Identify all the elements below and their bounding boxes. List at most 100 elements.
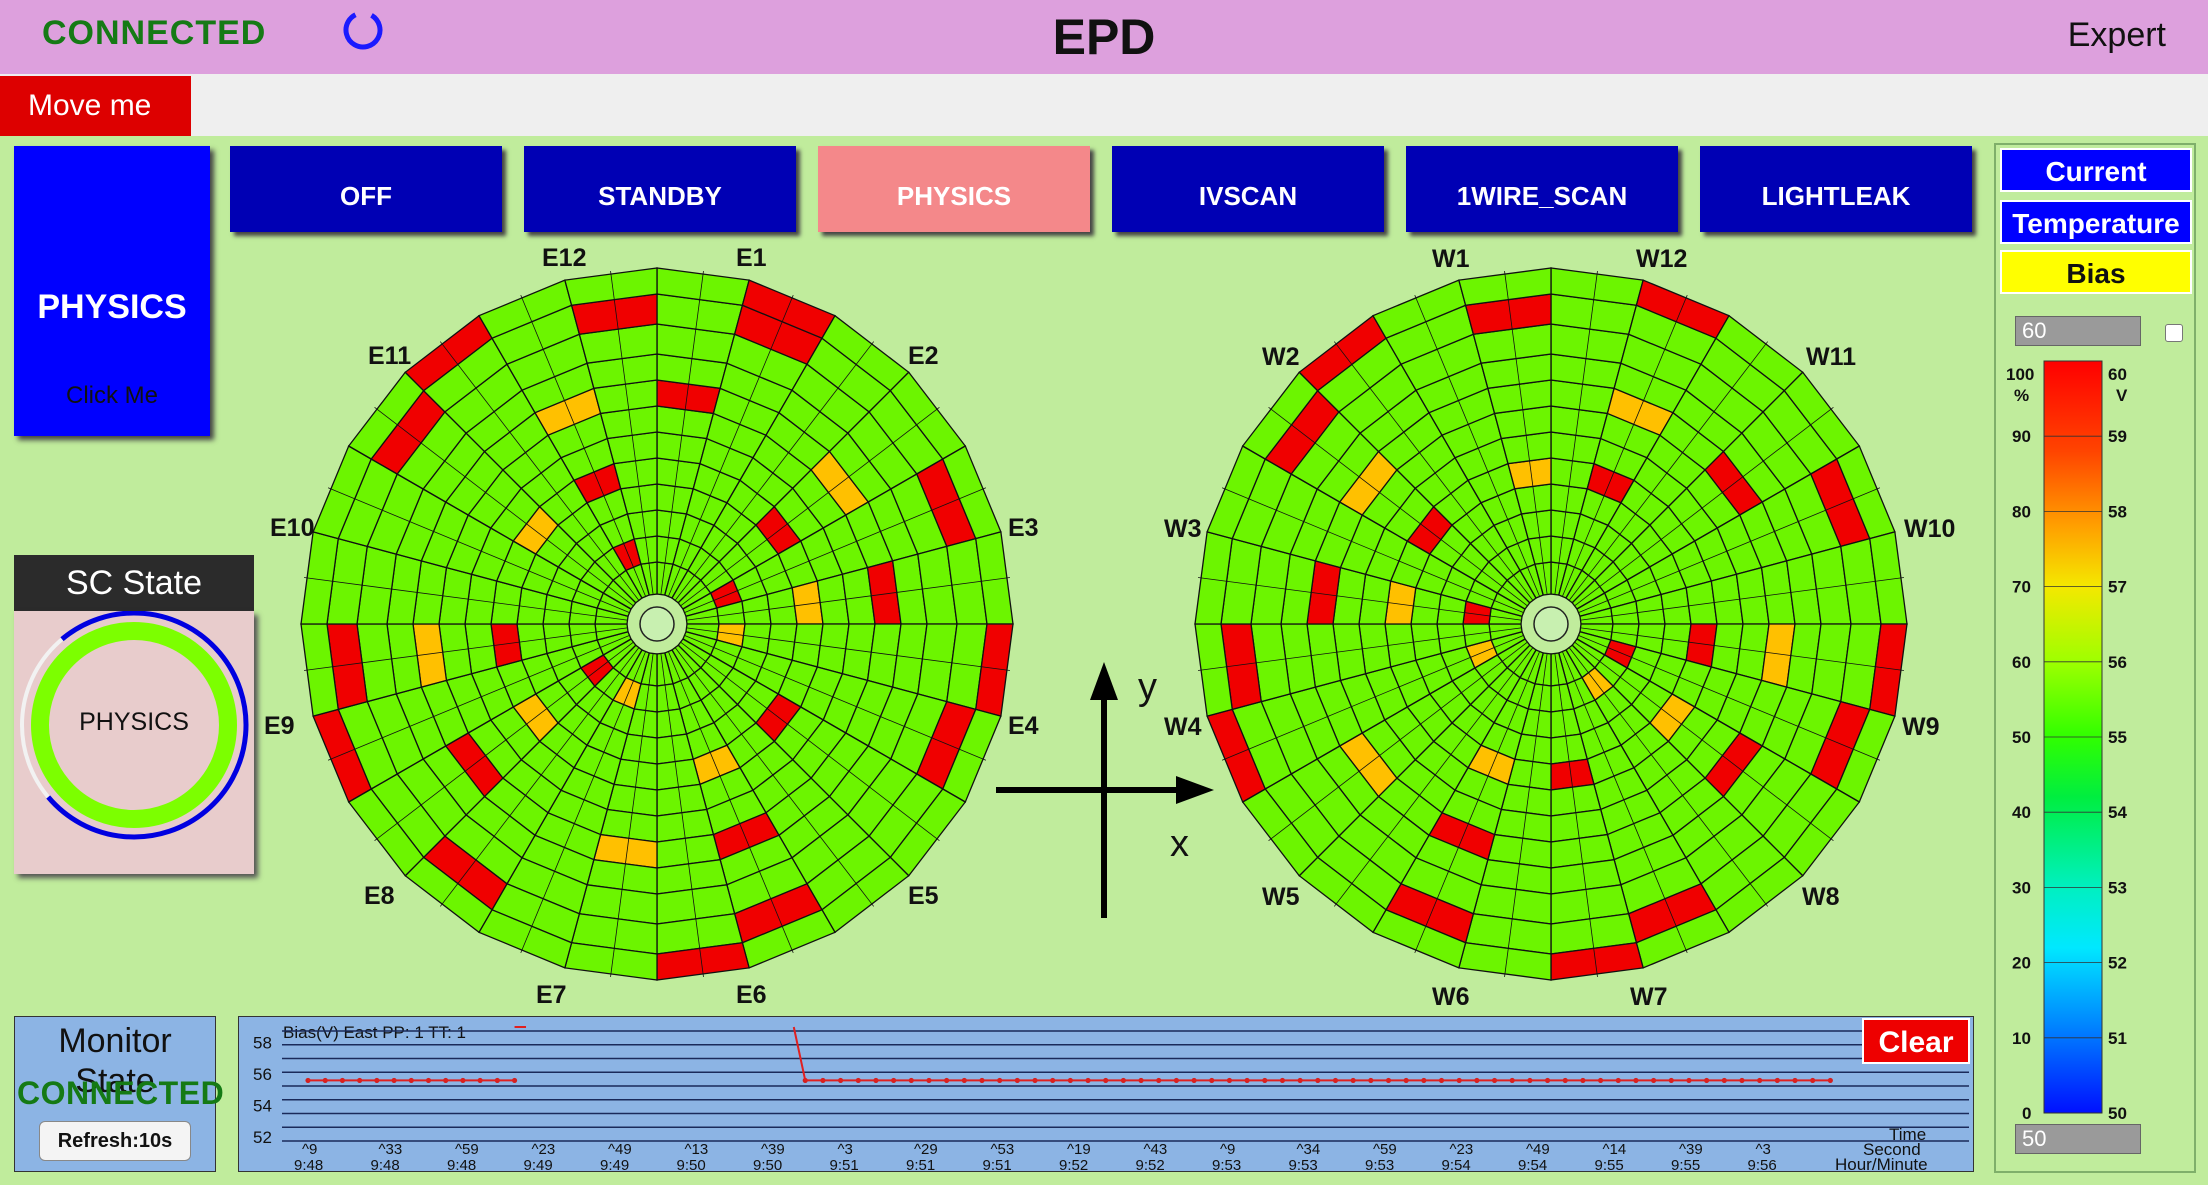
x-tick-time: 9:51 [830, 1157, 859, 1171]
west-sector-label: W3 [1164, 515, 1202, 543]
move-me-button[interactable]: Move me [0, 76, 191, 136]
x-tick-time: 9:51 [906, 1157, 935, 1171]
x-tick-time: 9:52 [1136, 1157, 1165, 1171]
sc-state-panel: PHYSICS [14, 611, 254, 874]
state-button-lightleak[interactable]: LIGHTLEAK [1700, 146, 1972, 232]
clear-button[interactable]: Clear [1862, 1018, 1970, 1064]
scale-percent-tick: 50 [2012, 728, 2031, 747]
east-sector-label: E5 [908, 882, 939, 910]
east-sector-label: E11 [368, 342, 411, 370]
x-tick-second: ^3 [1756, 1141, 1771, 1158]
scale-percent-tick: 20 [2012, 954, 2031, 973]
monitor-state-panel: Monitor State CONNECTED Refresh:10s [14, 1016, 224, 1172]
x-tick-time: 9:51 [983, 1157, 1012, 1171]
refresh-button[interactable]: Refresh:10s [39, 1121, 191, 1161]
x-tick-time: 9:48 [294, 1157, 323, 1171]
east-wheel [300, 267, 1014, 981]
state-button-off[interactable]: OFF [230, 146, 502, 232]
east-sector-label: E7 [536, 981, 567, 1009]
scale-volt-unit: V [2116, 386, 2128, 405]
axes-indicator-icon [996, 662, 1214, 918]
x-tick-second: ^34 [1297, 1141, 1321, 1158]
x-tick-second: ^59 [455, 1141, 479, 1158]
x-tick-second: ^3 [838, 1141, 853, 1158]
top-bar [0, 0, 2208, 74]
x-tick-second: ^49 [608, 1141, 632, 1158]
scale-volt-tick: 56 [2108, 653, 2127, 672]
west-sector-label: W11 [1806, 343, 1856, 371]
scale-percent-tick: 10 [2012, 1029, 2031, 1048]
x-tick-second: ^33 [379, 1141, 403, 1158]
scale-checkbox[interactable] [2165, 324, 2183, 342]
bias-button[interactable]: Bias [2000, 250, 2192, 294]
west-sector-label: W6 [1432, 983, 1470, 1010]
scale-percent-tick: 90 [2012, 427, 2031, 446]
scale-volt-tick: 58 [2108, 502, 2127, 521]
temperature-button[interactable]: Temperature [2000, 200, 2192, 244]
x-tick-time: 9:49 [600, 1157, 629, 1171]
west-sector-label: W5 [1262, 883, 1300, 911]
x-tick-time: 9:53 [1212, 1157, 1241, 1171]
monitor-connection-status: CONNECTED [17, 1075, 225, 1111]
chart-xlabel-hourminute: Hour/Minute [1835, 1155, 1928, 1171]
x-tick-second: ^14 [1603, 1141, 1627, 1158]
x-tick-second: ^9 [302, 1141, 317, 1158]
x-tick-time: 9:55 [1671, 1157, 1700, 1171]
physics-state-button[interactable]: PHYSICS Click Me [14, 146, 210, 436]
state-button-ivscan[interactable]: IVSCAN [1112, 146, 1384, 232]
x-tick-second: ^39 [761, 1141, 785, 1158]
west-sector-label: W9 [1902, 713, 1940, 741]
current-button[interactable]: Current [2000, 148, 2192, 192]
east-sector-label: E8 [364, 882, 395, 910]
east-sector-label: E3 [1008, 514, 1039, 542]
y-tick-label: 56 [253, 1065, 272, 1084]
scale-volt-tick: 52 [2108, 954, 2127, 973]
scale-volt-tick: 57 [2108, 578, 2127, 597]
x-tick-time: 9:53 [1365, 1157, 1394, 1171]
x-tick-second: ^53 [991, 1141, 1015, 1158]
west-sector-label: W12 [1636, 245, 1687, 273]
x-tick-time: 9:53 [1289, 1157, 1318, 1171]
scale-volt-tick: 59 [2108, 427, 2127, 446]
scale-volt-tick: 53 [2108, 878, 2127, 897]
west-sector-label: W10 [1904, 515, 1955, 543]
west-sector-label: W1 [1432, 245, 1470, 273]
east-sector-label: E6 [736, 981, 767, 1009]
state-button-physics[interactable]: PHYSICS [818, 146, 1090, 232]
scale-percent-tick: 60 [2012, 653, 2031, 672]
x-tick-second: ^49 [1526, 1141, 1550, 1158]
monitor-state-title: Monitor State [58, 1022, 172, 1100]
scale-min-input[interactable] [2015, 1124, 2141, 1154]
west-sector-label: W4 [1164, 713, 1202, 741]
move-bar [0, 74, 2208, 136]
scale-percent-tick: 0 [2022, 1104, 2031, 1120]
x-tick-time: 9:50 [753, 1157, 782, 1171]
chart-xlabel-second: Second [1863, 1140, 1921, 1159]
scale-percent-unit: % [2014, 386, 2029, 405]
sc-state-header: SC State [14, 555, 254, 611]
x-tick-second: ^43 [1144, 1141, 1168, 1158]
x-tick-time: 9:49 [524, 1157, 553, 1171]
west-wheel-labels: W1 W12 W11 W10 W9 W8 W7 W6 W5 W4 W3 W2 [1164, 245, 1955, 1010]
x-tick-second: ^29 [914, 1141, 938, 1158]
state-button-standby[interactable]: STANDBY [524, 146, 796, 232]
sc-state-ring [20, 611, 249, 840]
scale-max-input[interactable] [2015, 316, 2141, 346]
physics-state-subtitle: Click Me [65, 382, 158, 409]
x-tick-second: ^19 [1067, 1141, 1091, 1158]
page-title: EPD [1052, 9, 1156, 65]
physics-state-title: PHYSICS [37, 288, 187, 326]
scale-volt-tick: 54 [2108, 803, 2127, 822]
east-sector-label: E9 [264, 712, 295, 740]
scale-percent-top: 100 [2006, 365, 2034, 384]
scale-percent-tick: 30 [2012, 878, 2031, 897]
y-axis-label: y [1138, 666, 1157, 708]
scale-percent-tick: 80 [2012, 502, 2031, 521]
east-sector-label: E10 [270, 514, 314, 542]
x-tick-time: 9:54 [1442, 1157, 1471, 1171]
scale-volt-top: 60 [2108, 365, 2127, 384]
mode-label[interactable]: Expert [2067, 16, 2166, 54]
state-button-1wire-scan[interactable]: 1WIRE_SCAN [1406, 146, 1678, 232]
